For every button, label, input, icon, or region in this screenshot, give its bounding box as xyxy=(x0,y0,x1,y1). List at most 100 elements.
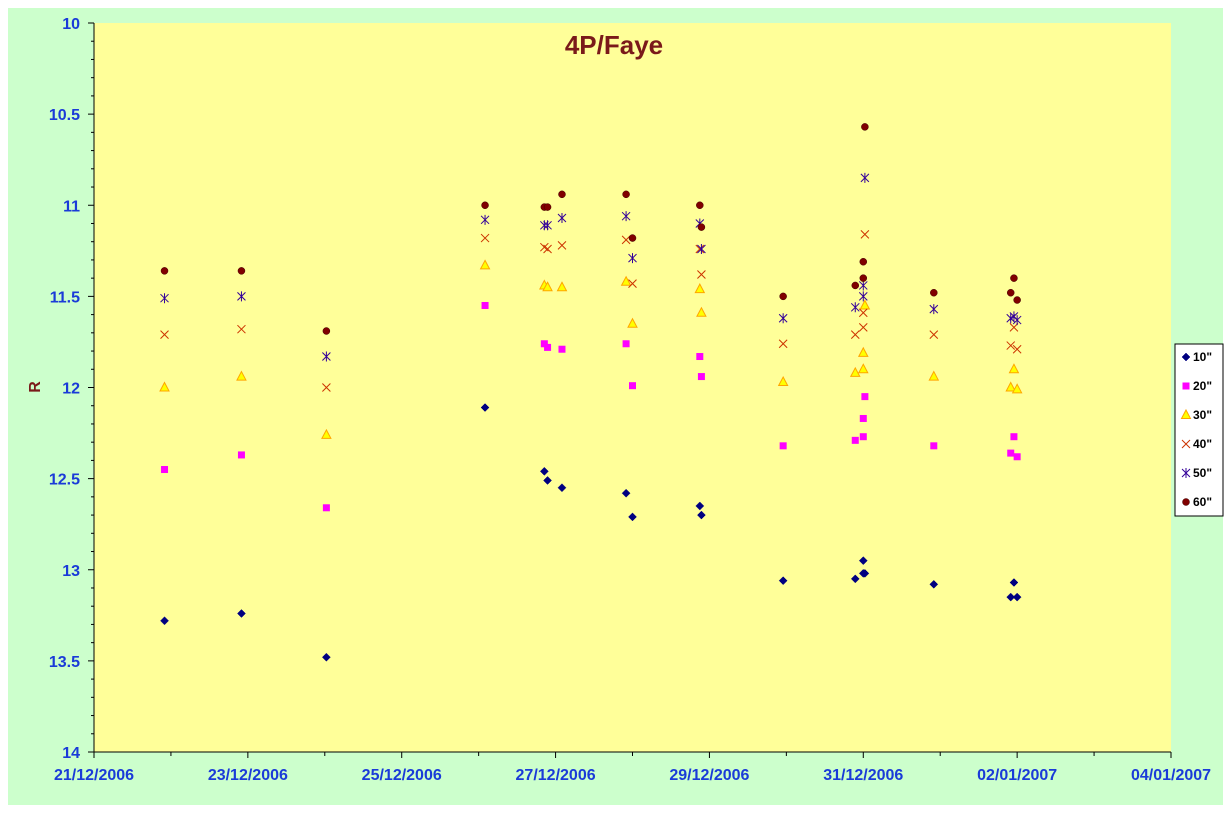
data-point xyxy=(861,393,869,401)
ticks: 10 10.5 11 11.5 12 12.5 13 13.5 14 21/12/2006 23/1… xyxy=(49,16,1211,784)
data-point xyxy=(850,574,860,584)
data-point xyxy=(539,466,549,476)
data-point xyxy=(861,123,869,131)
y-tick-label: 13 xyxy=(62,563,80,580)
data-point xyxy=(859,257,868,266)
data-point xyxy=(859,433,867,441)
data-point xyxy=(558,345,566,353)
data-point xyxy=(1006,288,1015,297)
data-point xyxy=(237,451,245,459)
legend-label: 30" xyxy=(1193,408,1212,422)
data-point xyxy=(1010,274,1018,282)
data-point xyxy=(237,609,246,618)
data-point xyxy=(1005,381,1017,392)
data-point xyxy=(778,313,788,324)
data-point xyxy=(697,373,705,381)
data-point xyxy=(628,234,637,242)
y-tick-label: 12 xyxy=(62,381,80,398)
data-point xyxy=(628,253,637,264)
data-point xyxy=(558,190,566,199)
data-point xyxy=(159,381,170,392)
x-tick-label: 27/12/2006 xyxy=(516,767,596,784)
data-point xyxy=(160,330,169,340)
legend-marker xyxy=(1181,439,1191,449)
data-point xyxy=(859,299,871,310)
data-point xyxy=(544,343,552,351)
data-point xyxy=(161,466,169,474)
data-point xyxy=(851,281,860,290)
data-point xyxy=(1012,344,1022,354)
data-point xyxy=(1007,449,1015,457)
y-tick-label: 13.5 xyxy=(49,654,80,671)
data-point xyxy=(237,291,246,302)
chart-title: 4P/Faye xyxy=(565,30,663,60)
data-point xyxy=(237,267,246,275)
data-point xyxy=(849,366,861,377)
data-point xyxy=(1013,296,1021,304)
data-point xyxy=(479,259,491,270)
data-point xyxy=(620,275,632,286)
x-tick-label: 21/12/2006 xyxy=(54,767,134,784)
data-point xyxy=(851,436,859,444)
data-point xyxy=(697,243,706,254)
x-tick-label: 29/12/2006 xyxy=(669,767,749,784)
data-point xyxy=(1006,592,1016,602)
data-point xyxy=(160,267,169,275)
legend-box xyxy=(1174,343,1224,517)
data-point xyxy=(850,302,860,313)
data-point xyxy=(322,383,331,392)
data-point xyxy=(696,306,707,317)
data-point xyxy=(1013,453,1021,461)
data-point xyxy=(858,308,868,318)
data-point xyxy=(850,330,860,340)
data-point xyxy=(860,172,870,183)
data-point xyxy=(859,414,867,422)
data-point xyxy=(627,317,638,328)
legend-marker xyxy=(1181,352,1191,362)
data-point xyxy=(481,201,489,209)
y-tick-label: 10 xyxy=(62,16,80,33)
data-point xyxy=(694,283,706,294)
data-point xyxy=(543,203,552,211)
data-point xyxy=(543,476,552,485)
data-point xyxy=(695,501,705,511)
data-point xyxy=(857,346,869,357)
y-axis-title: R xyxy=(27,381,44,393)
x-tick-label: 25/12/2006 xyxy=(362,767,442,784)
x-tick-label: 02/01/2007 xyxy=(977,767,1057,784)
data-point xyxy=(322,327,331,335)
data-point xyxy=(622,190,630,199)
data-point xyxy=(1012,315,1022,326)
data-point xyxy=(929,330,939,340)
x-tick-label: 04/01/2007 xyxy=(1131,767,1211,784)
data-point xyxy=(480,233,490,243)
legend-marker xyxy=(1180,408,1192,419)
data-point xyxy=(628,279,637,288)
legend-label: 10" xyxy=(1193,350,1212,364)
data-point xyxy=(557,483,567,493)
legend-label: 60" xyxy=(1193,495,1212,509)
legend-label: 40" xyxy=(1193,437,1212,451)
data-point xyxy=(859,274,868,282)
data-point xyxy=(480,214,490,225)
data-point xyxy=(481,301,489,309)
data-points xyxy=(159,123,1023,662)
data-point xyxy=(860,230,870,239)
y-tick-label: 11.5 xyxy=(50,289,80,306)
data-point xyxy=(697,270,706,279)
data-point xyxy=(543,244,552,254)
data-point xyxy=(1008,363,1020,374)
data-point xyxy=(543,220,552,231)
data-point xyxy=(779,442,787,450)
data-point xyxy=(557,213,567,224)
data-point xyxy=(777,375,789,387)
data-point xyxy=(778,339,788,349)
data-point xyxy=(621,211,631,222)
data-point xyxy=(629,382,636,390)
legend-marker xyxy=(1182,498,1190,506)
legend-label: 50" xyxy=(1193,466,1212,480)
data-point xyxy=(697,510,706,520)
data-point xyxy=(1006,341,1016,350)
data-point xyxy=(860,569,870,578)
